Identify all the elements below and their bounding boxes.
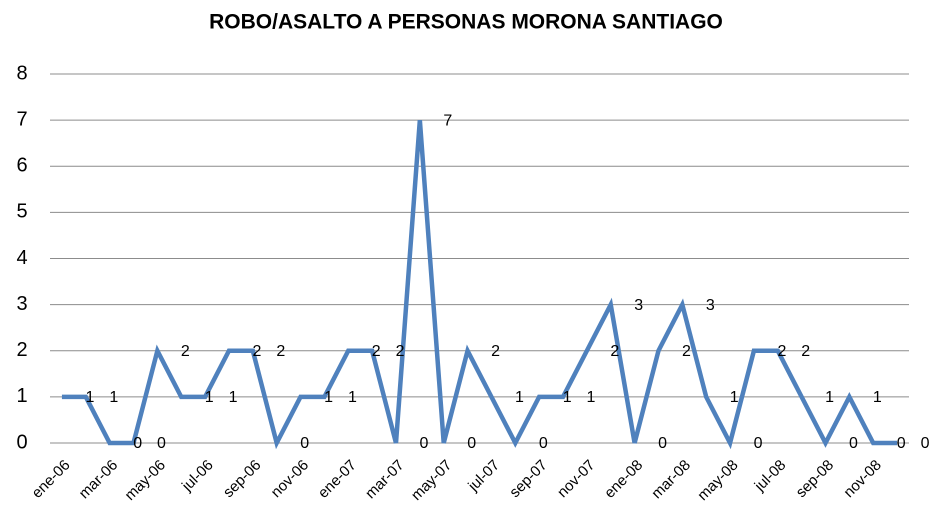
y-tick-label: 8 — [16, 62, 27, 84]
x-tick-label: ene-06 — [29, 457, 74, 502]
data-label: 1 — [109, 389, 118, 406]
x-tick-label: nov-07 — [554, 457, 598, 501]
x-tick-label: may-08 — [694, 457, 741, 504]
data-label: 1 — [873, 389, 882, 406]
data-label: 1 — [515, 389, 524, 406]
data-label: 2 — [253, 343, 262, 360]
data-label: 7 — [443, 112, 452, 129]
x-tick-label: jul-08 — [751, 457, 790, 496]
data-label: 2 — [181, 343, 190, 360]
data-label: 2 — [610, 343, 619, 360]
data-label: 1 — [324, 389, 333, 406]
x-tick-label: sep-07 — [506, 457, 550, 501]
data-label: 0 — [300, 435, 309, 452]
data-label: 2 — [396, 343, 405, 360]
data-label: 0 — [897, 435, 906, 452]
x-tick-label: jul-06 — [178, 457, 217, 496]
data-label: 2 — [276, 343, 285, 360]
data-label: 3 — [634, 297, 643, 314]
data-label: 0 — [921, 435, 930, 452]
chart-title: ROBO/ASALTO A PERSONAS MORONA SANTIAGO — [209, 11, 723, 34]
data-label: 2 — [777, 343, 786, 360]
y-tick-label: 5 — [16, 201, 27, 223]
data-label: 3 — [706, 297, 715, 314]
y-tick-label: 6 — [16, 155, 27, 177]
data-label: 0 — [539, 435, 548, 452]
data-label: 2 — [372, 343, 381, 360]
data-label: 1 — [825, 389, 834, 406]
data-line — [61, 119, 898, 450]
data-label: 0 — [420, 435, 429, 452]
x-tick-label: ene-08 — [601, 457, 646, 502]
x-tick-label: nov-08 — [840, 457, 884, 501]
data-label: 1 — [348, 389, 357, 406]
data-label: 1 — [85, 389, 94, 406]
data-label: 1 — [229, 389, 238, 406]
data-label: 1 — [587, 389, 596, 406]
data-label: 0 — [754, 435, 763, 452]
x-tick-label: mar-07 — [362, 457, 408, 503]
y-tick-label: 7 — [16, 108, 27, 130]
data-label: 0 — [849, 435, 858, 452]
x-tick-label: sep-08 — [793, 457, 837, 501]
data-label: 1 — [205, 389, 214, 406]
data-label: 0 — [157, 435, 166, 452]
x-tick-label: ene-07 — [315, 457, 360, 502]
data-label: 1 — [730, 389, 739, 406]
data-label: 0 — [467, 435, 476, 452]
y-tick-label: 1 — [16, 385, 27, 407]
y-tick-label: 4 — [16, 247, 27, 269]
x-tick-label: mar-06 — [76, 457, 122, 503]
data-label: 2 — [801, 343, 810, 360]
x-tick-label: jul-07 — [464, 457, 503, 496]
x-tick-label: nov-06 — [268, 457, 312, 501]
x-tick-label: may-06 — [122, 457, 169, 504]
x-tick-label: mar-08 — [648, 457, 694, 503]
x-tick-label: may-07 — [408, 457, 455, 504]
y-tick-label: 0 — [16, 431, 27, 453]
data-label: 2 — [682, 343, 691, 360]
x-tick-label: sep-06 — [220, 457, 264, 501]
data-label: 1 — [563, 389, 572, 406]
data-label: 2 — [491, 343, 500, 360]
data-label: 0 — [658, 435, 667, 452]
y-tick-label: 3 — [16, 293, 27, 315]
y-tick-label: 2 — [16, 339, 27, 361]
data-label: 0 — [133, 435, 142, 452]
